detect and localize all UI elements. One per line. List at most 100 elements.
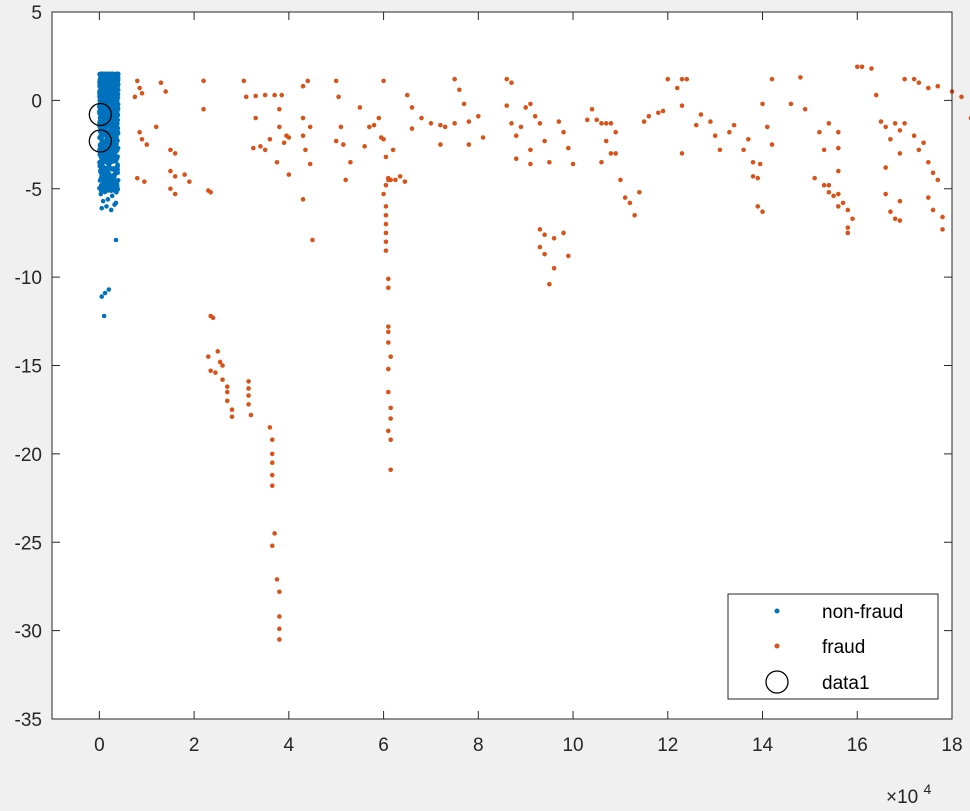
legend-label-non-fraud: non-fraud	[822, 602, 903, 623]
fraud-point	[277, 106, 282, 112]
fraud-point	[845, 230, 851, 236]
fraud-point	[452, 76, 457, 82]
fraud-point	[409, 126, 415, 131]
fraud-point	[139, 136, 145, 142]
fraud-point	[513, 133, 519, 139]
non-fraud-point	[114, 90, 120, 96]
fraud-point	[269, 543, 275, 549]
y-tick-label: -10	[15, 268, 42, 289]
fraud-point	[570, 161, 576, 167]
fraud-point	[845, 225, 851, 230]
non-fraud-point	[99, 205, 105, 211]
y-tick-label: -20	[15, 445, 42, 466]
fraud-point	[940, 214, 945, 220]
non-fraud-point	[97, 147, 102, 153]
fraud-point	[277, 614, 282, 619]
fraud-point	[168, 186, 173, 192]
fraud-point	[386, 324, 391, 329]
fraud-point	[267, 425, 273, 430]
non-fraud-point	[112, 72, 118, 78]
fraud-point	[137, 129, 142, 135]
x-tick-label: 18	[941, 735, 962, 756]
non-fraud-point	[111, 87, 117, 93]
fraud-point	[547, 281, 552, 287]
fraud-point	[172, 191, 178, 197]
fraud-point	[627, 200, 633, 206]
x-tick-label: 12	[657, 735, 678, 756]
fraud-point	[386, 340, 391, 345]
fraud-point	[679, 151, 685, 156]
fraud-point	[883, 124, 888, 130]
fraud-point	[388, 416, 393, 421]
fraud-point	[438, 142, 443, 147]
fraud-point	[253, 115, 258, 121]
fraud-point	[717, 147, 723, 153]
fraud-point	[935, 177, 941, 183]
fraud-point	[476, 113, 481, 119]
fraud-point	[959, 94, 964, 100]
fraud-point	[916, 147, 922, 153]
fraud-point	[537, 244, 543, 250]
non-fraud-point	[108, 126, 114, 132]
fraud-point	[551, 235, 557, 241]
non-fraud-point	[113, 108, 119, 114]
fraud-point	[926, 195, 931, 200]
fraud-point	[333, 78, 339, 84]
fraud-point	[279, 92, 285, 98]
fraud-point	[386, 389, 391, 395]
fraud-point	[274, 159, 280, 165]
fraud-point	[241, 78, 247, 84]
fraud-point	[466, 142, 472, 147]
non-fraud-point	[112, 144, 117, 150]
fraud-point	[817, 129, 822, 135]
fraud-point	[641, 119, 647, 124]
non-fraud-point	[104, 204, 109, 209]
fraud-point	[599, 121, 604, 126]
fraud-point	[897, 218, 903, 223]
fraud-point	[878, 119, 884, 124]
fraud-point	[802, 106, 808, 112]
non-fraud-point	[102, 86, 107, 91]
x-tick-label: 16	[847, 735, 868, 756]
fraud-point	[305, 78, 311, 84]
legend[interactable]: non-fraud fraud data1	[727, 593, 939, 700]
non-fraud-point	[107, 186, 113, 192]
fraud-point	[608, 121, 614, 126]
fraud-point	[883, 191, 888, 197]
fraud-point	[224, 398, 230, 404]
non-fraud-point	[106, 181, 112, 187]
fraud-point	[383, 204, 389, 209]
fraud-point	[217, 359, 223, 365]
fraud-point	[712, 133, 718, 139]
non-fraud-point	[101, 313, 107, 319]
fraud-point	[821, 147, 827, 153]
fraud-point	[262, 147, 268, 153]
non-fraud-point	[98, 169, 103, 175]
fraud-point	[902, 76, 907, 82]
fraud-point	[897, 198, 903, 204]
fraud-point	[603, 138, 609, 144]
legend-label-fraud: fraud	[822, 637, 865, 658]
fraud-point	[442, 124, 448, 130]
non-fraud-point	[113, 237, 119, 243]
fraud-point	[897, 151, 903, 156]
fraud-point	[926, 85, 931, 91]
non-fraud-point	[113, 138, 118, 144]
fraud-point	[269, 451, 275, 457]
fraud-point	[603, 121, 609, 126]
fraud-point	[208, 189, 213, 195]
non-fraud-point	[111, 182, 116, 188]
fraud-point	[269, 472, 275, 478]
fraud-point	[523, 105, 528, 110]
non-fraud-point	[103, 155, 108, 160]
non-fraud-point	[113, 154, 119, 159]
fraud-point	[307, 161, 313, 167]
fraud-point	[383, 212, 389, 218]
non-fraud-point	[108, 81, 114, 87]
fraud-point	[911, 76, 917, 82]
fraud-point	[132, 94, 138, 100]
fraud-point	[300, 133, 306, 139]
fraud-point	[428, 121, 434, 126]
fraud-point	[480, 135, 486, 140]
